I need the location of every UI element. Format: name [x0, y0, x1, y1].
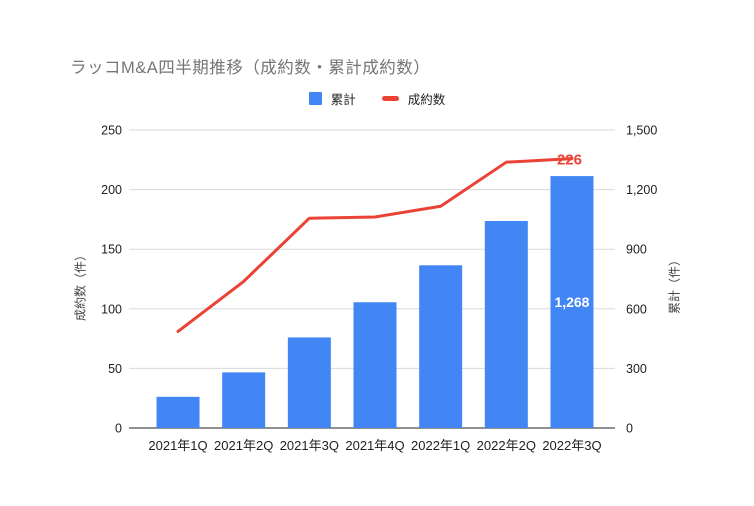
right-axis-tick-300: 300: [626, 362, 647, 376]
x-axis-label-2022年1Q: 2022年1Q: [411, 438, 470, 453]
x-axis-label-2022年3Q: 2022年3Q: [542, 438, 601, 453]
chart-title: ラッコM&A四半期推移（成約数・累計成約数）: [70, 59, 431, 77]
bar-data-label: 1,268: [554, 294, 589, 310]
line-series[interactable]: [176, 157, 574, 333]
legend: 累計 成約数: [0, 90, 754, 107]
right-axis-tick-1,200: 1,200: [626, 183, 657, 197]
bar-2022年3Q[interactable]: [550, 176, 594, 428]
x-axis-label-2022年2Q: 2022年2Q: [477, 438, 536, 453]
legend-bar-swatch-icon: [308, 91, 322, 105]
right-axis-tick-1,500: 1,500: [626, 124, 657, 138]
bar-2021年2Q[interactable]: [222, 372, 266, 428]
x-axis-label-2021年3Q: 2021年3Q: [280, 438, 339, 453]
bar-2021年1Q[interactable]: [156, 396, 200, 428]
bar-2021年4Q[interactable]: [353, 302, 397, 428]
x-axis-label-2021年1Q: 2021年1Q: [148, 438, 207, 453]
legend-line-swatch-icon: [381, 95, 399, 101]
line-data-label: 226: [557, 152, 582, 169]
right-axis-tick-0: 0: [626, 422, 633, 436]
left-axis-title: 成約数（件）: [73, 248, 88, 322]
right-axis-tick-900: 900: [626, 243, 647, 257]
left-axis-tick-50: 50: [108, 362, 122, 376]
bar-2022年2Q[interactable]: [484, 220, 528, 428]
left-axis-tick-0: 0: [115, 422, 122, 436]
bar-2021年3Q[interactable]: [287, 337, 331, 428]
left-axis-tick-150: 150: [101, 243, 122, 257]
left-axis-tick-100: 100: [101, 302, 122, 316]
legend-label-deals: 成約数: [407, 92, 446, 107]
bar-2022年1Q[interactable]: [419, 265, 463, 428]
right-axis-tick-600: 600: [626, 302, 647, 316]
legend-label-cumulative: 累計: [330, 92, 356, 107]
left-axis-tick-250: 250: [101, 124, 122, 138]
right-axis-title: 累計（件）: [667, 253, 682, 315]
left-axis-tick-200: 200: [101, 183, 122, 197]
x-axis-label-2021年4Q: 2021年4Q: [345, 438, 404, 453]
x-axis-label-2021年2Q: 2021年2Q: [214, 438, 273, 453]
